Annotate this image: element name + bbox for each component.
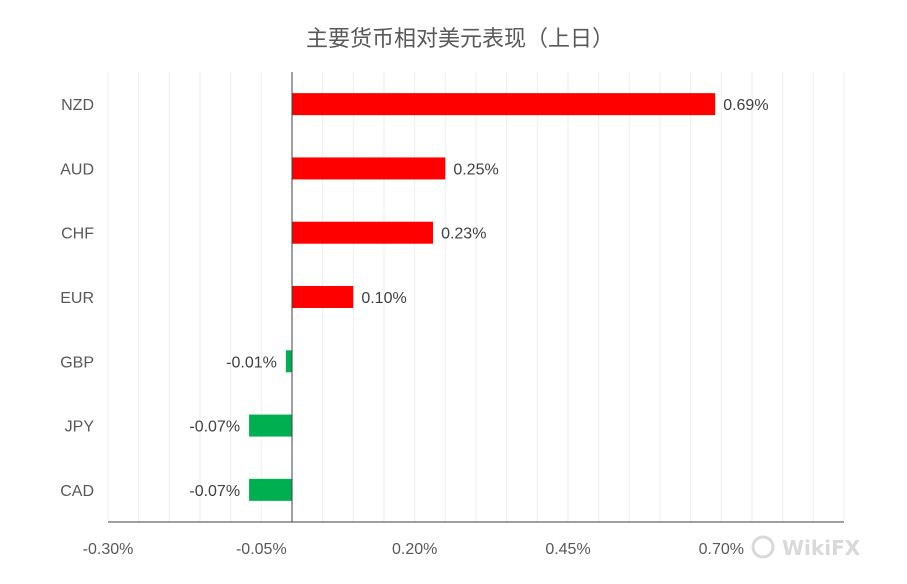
bar-aud (292, 157, 446, 180)
gridlines (107, 72, 845, 522)
bar-eur (292, 286, 354, 308)
bar-nzd (292, 93, 716, 116)
bar-gbp (285, 350, 292, 373)
category-label-nzd: NZD (61, 97, 94, 114)
x-tick-label: 0.70% (699, 541, 744, 558)
data-label-gbp: -0.01% (226, 354, 277, 371)
bar-jpy (249, 414, 292, 437)
labels: NZD 0.69% AUD 0.25% CHF 0.23% EUR 0.10% GBP -0.01… (60, 97, 768, 558)
category-label-aud: AUD (60, 161, 94, 178)
category-label-jpy: JPY (65, 419, 95, 436)
x-tick-label: 0.45% (545, 541, 590, 558)
axes (108, 72, 844, 523)
category-label-cad: CAD (60, 483, 94, 500)
x-tick-label: 0.20% (392, 541, 437, 558)
data-label-chf: 0.23% (441, 226, 486, 243)
category-label-eur: EUR (60, 290, 94, 307)
bar-chf (292, 221, 434, 244)
data-label-eur: 0.10% (361, 290, 406, 307)
watermark-text: WikiFX (782, 536, 861, 560)
data-label-nzd: 0.69% (723, 97, 768, 114)
category-label-gbp: GBP (60, 354, 94, 371)
x-tick-label: -0.30% (83, 541, 134, 558)
bar-cad (249, 478, 292, 501)
data-label-aud: 0.25% (453, 161, 498, 178)
watermark-logo-icon (751, 535, 775, 559)
category-label-chf: CHF (61, 226, 94, 243)
data-label-jpy: -0.07% (189, 419, 240, 436)
x-tick-label: -0.05% (236, 541, 287, 558)
watermark: WikiFX (751, 535, 861, 560)
chart-title: 主要货币相对美元表现（上日） (306, 27, 614, 52)
data-label-cad: -0.07% (189, 483, 240, 500)
bars (249, 93, 716, 501)
